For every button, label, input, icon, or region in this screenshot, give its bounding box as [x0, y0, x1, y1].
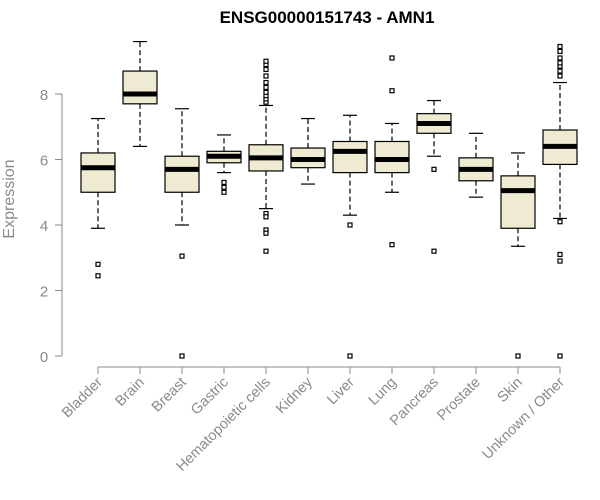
y-tick-label: 6 [40, 153, 48, 170]
outlier-point [557, 43, 563, 50]
box-iqr [164, 155, 200, 193]
outlier-point [557, 353, 563, 359]
box-skin [500, 152, 536, 359]
outlier-point [95, 261, 101, 267]
box-iqr [500, 175, 536, 229]
boxes [80, 40, 578, 359]
outlier-point [389, 55, 395, 61]
outlier-point [179, 253, 185, 259]
box-iqr [80, 152, 116, 193]
outlier-point [347, 353, 353, 359]
outlier-point [557, 60, 563, 66]
box-iqr [122, 70, 158, 105]
outlier-point [389, 88, 395, 94]
box-breast [164, 108, 200, 359]
outlier-point [389, 242, 395, 248]
box-kidney [290, 117, 326, 185]
outlier-point [263, 248, 269, 254]
box-prostate [458, 132, 494, 198]
outlier-point [263, 230, 269, 236]
box-pancreas [416, 99, 452, 254]
outlier-point [431, 166, 437, 172]
outlier-point [221, 179, 227, 186]
box-lung [374, 55, 410, 248]
y-tick-label: 0 [40, 349, 48, 366]
outlier-point [347, 222, 353, 228]
outlier-point [95, 273, 101, 279]
y-tick-label: 4 [40, 218, 48, 235]
x-tick-label: Prostate [434, 375, 483, 424]
y-axis-label: Expression [1, 159, 18, 238]
box-bladder [80, 117, 116, 279]
chart-title: ENSG00000151743 - AMN1 [220, 8, 435, 27]
box-hematopoietic-cells [248, 58, 284, 254]
x-tick-label: Skin [495, 375, 526, 406]
outlier-point [263, 73, 269, 79]
x-tick-label: Kidney [273, 374, 316, 417]
outlier-point [557, 251, 563, 258]
outlier-point [263, 89, 269, 95]
outlier-point [557, 68, 563, 74]
outlier-point [431, 248, 437, 254]
box-gastric [206, 134, 242, 195]
y-tick-label: 8 [40, 87, 48, 104]
outlier-point [557, 55, 563, 61]
outlier-point [263, 66, 269, 73]
outlier-point [515, 353, 521, 359]
box-liver [332, 114, 368, 359]
outlier-point [557, 219, 563, 225]
outlier-point [221, 184, 227, 190]
box-unknown-other [542, 43, 578, 359]
x-tick-label: Lung [366, 375, 400, 409]
outlier-point [263, 84, 269, 91]
x-tick-label: Breast [149, 375, 190, 416]
x-tick-label: Brain [113, 375, 148, 410]
y-axis: 0 2 4 6 8 [40, 87, 63, 366]
outlier-point [557, 73, 563, 79]
outlier-point [263, 79, 269, 86]
y-tick-label: 2 [40, 284, 48, 301]
outlier-point [557, 258, 563, 264]
outlier-point [179, 353, 185, 359]
outlier-point [221, 189, 227, 195]
box-iqr [332, 140, 368, 174]
x-tick-label: Bladder [59, 374, 106, 421]
x-tick-label: Liver [324, 374, 358, 408]
box-brain [122, 40, 158, 147]
outlier-point [557, 48, 563, 55]
outlier-point [263, 58, 269, 64]
outlier-point [263, 214, 269, 220]
